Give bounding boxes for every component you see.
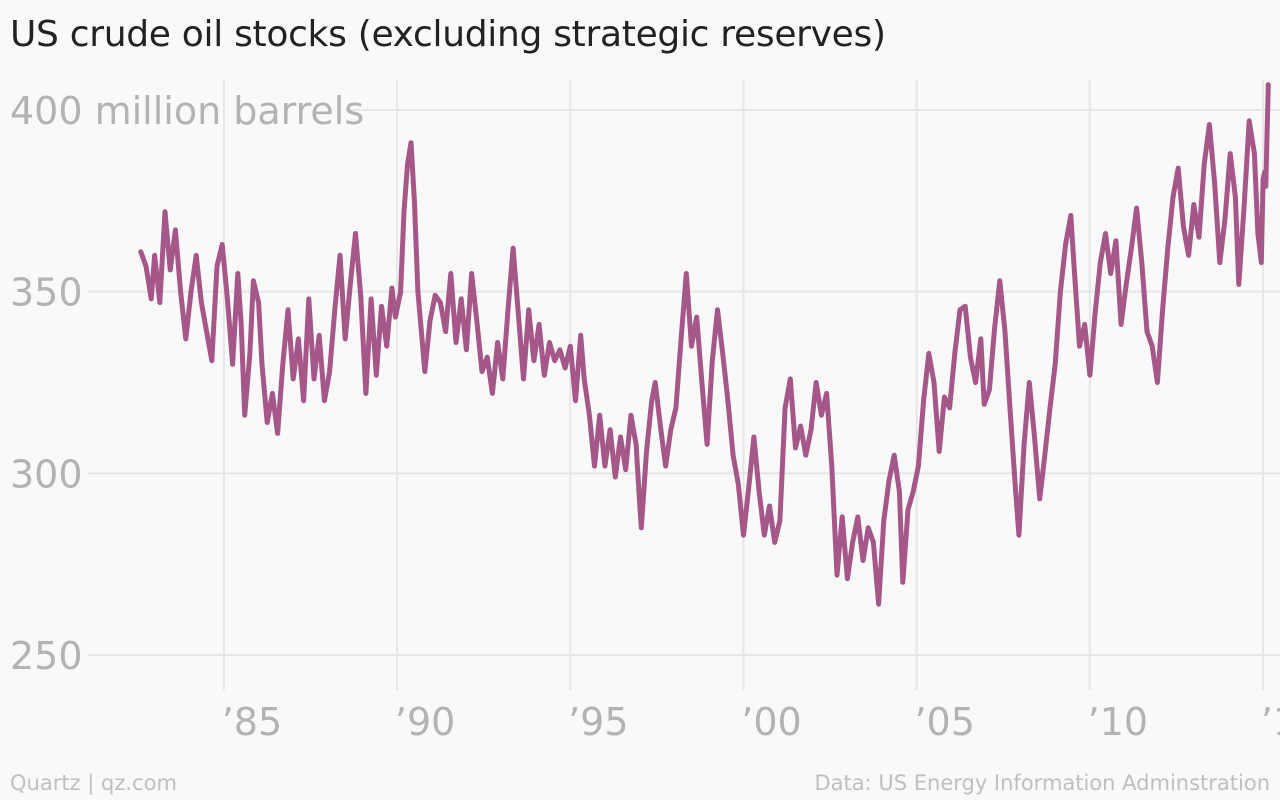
x-tick-label: ’00 [741,700,801,744]
x-tick-label: ’15 [1261,700,1280,744]
x-tick-label: ’85 [222,700,282,744]
x-tick-label: ’10 [1088,700,1148,744]
y-tick-label: 350 [10,271,83,315]
x-axis-labels: ’85 ’90 ’95 ’00 ’05 ’10 ’15 [222,700,1280,744]
x-tick-label: ’05 [914,700,974,744]
y-axis-labels: 250 300 350 400 million barrels [10,89,364,678]
gridlines [88,80,1280,690]
y-tick-label: 400 million barrels [10,89,364,133]
x-tick-label: ’90 [395,700,455,744]
footer-source: Data: US Energy Information Adminstratio… [814,771,1270,795]
series-line [138,82,1271,607]
chart-title: US crude oil stocks (excluding strategic… [10,14,886,55]
series-layer [138,82,1271,607]
y-tick-label: 250 [10,634,83,678]
y-tick-label: 300 [10,452,83,496]
x-tick-label: ’95 [568,700,628,744]
footer-credit: Quartz | qz.com [10,771,177,795]
